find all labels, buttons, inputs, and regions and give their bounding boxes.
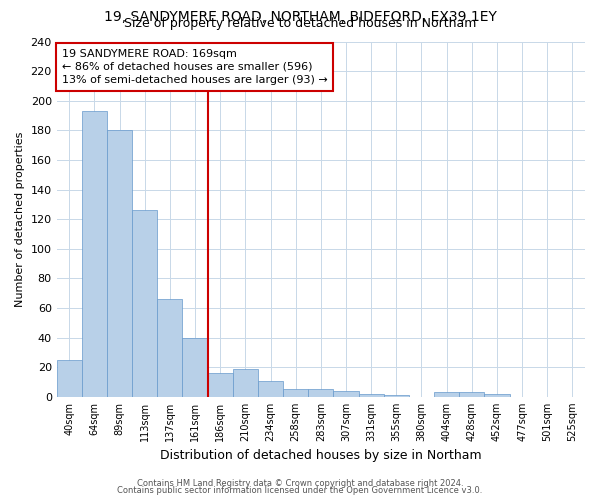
Bar: [182, 338, 208, 397]
Text: 19 SANDYMERE ROAD: 169sqm
← 86% of detached houses are smaller (596)
13% of semi: 19 SANDYMERE ROAD: 169sqm ← 86% of detac…: [62, 48, 328, 85]
Text: 19, SANDYMERE ROAD, NORTHAM, BIDEFORD, EX39 1EY: 19, SANDYMERE ROAD, NORTHAM, BIDEFORD, E…: [104, 10, 496, 24]
Bar: [459, 392, 484, 397]
Bar: [334, 391, 359, 397]
Y-axis label: Number of detached properties: Number of detached properties: [15, 132, 25, 307]
Bar: [308, 390, 334, 397]
Bar: [434, 392, 459, 397]
Bar: [233, 368, 258, 397]
Text: Contains public sector information licensed under the Open Government Licence v3: Contains public sector information licen…: [118, 486, 482, 495]
Bar: [484, 394, 509, 397]
X-axis label: Distribution of detached houses by size in Northam: Distribution of detached houses by size …: [160, 450, 482, 462]
Bar: [258, 380, 283, 397]
Bar: [56, 360, 82, 397]
Bar: [157, 299, 182, 397]
Bar: [359, 394, 384, 397]
Bar: [208, 373, 233, 397]
Bar: [132, 210, 157, 397]
Text: Size of property relative to detached houses in Northam: Size of property relative to detached ho…: [124, 18, 476, 30]
Text: Contains HM Land Registry data © Crown copyright and database right 2024.: Contains HM Land Registry data © Crown c…: [137, 478, 463, 488]
Bar: [82, 111, 107, 397]
Bar: [283, 390, 308, 397]
Bar: [384, 396, 409, 397]
Bar: [107, 130, 132, 397]
